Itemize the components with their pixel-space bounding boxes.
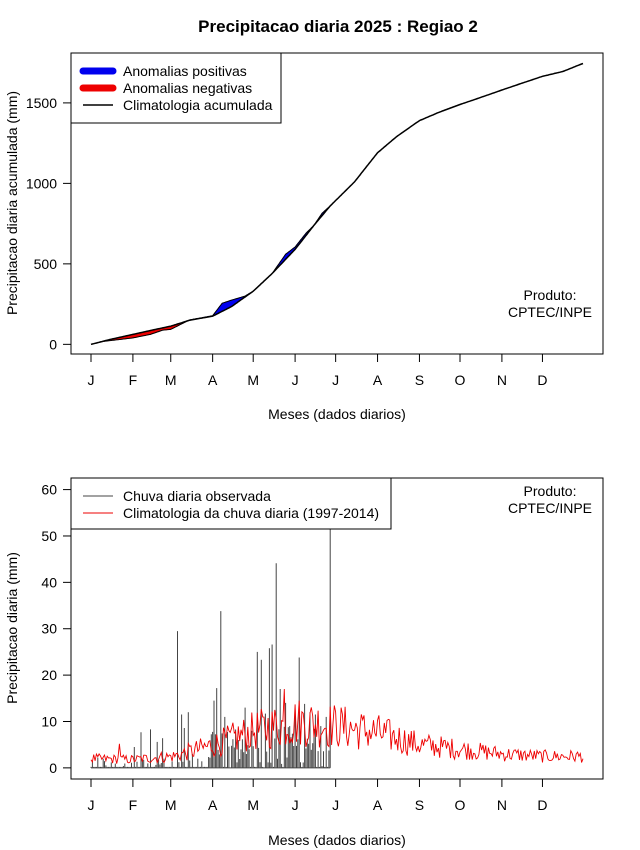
daily-y-axis: 0 10 20 30 40 50 60 [41, 482, 72, 776]
x-tick-label: J [332, 797, 339, 813]
legend-label-negative: Anomalias negativas [123, 80, 252, 96]
x-tick-label: M [165, 372, 177, 388]
accumulated-product-source: CPTEC/INPE [508, 304, 592, 320]
x-tick-label: J [88, 372, 95, 388]
accumulated-y-label: Precipitacao diaria acumulada (mm) [4, 91, 20, 315]
accumulated-y-axis: 0 500 1000 1500 [26, 95, 72, 352]
x-tick-label: J [292, 372, 299, 388]
daily-climatology-line [90, 688, 584, 764]
y-tick-label: 40 [41, 574, 57, 590]
x-tick-label: S [415, 372, 424, 388]
x-tick-label: D [537, 797, 547, 813]
y-tick-label: 60 [41, 482, 57, 498]
daily-legend: Chuva diaria observada Climatologia da c… [70, 477, 392, 530]
daily-climatology [90, 688, 584, 764]
x-tick-label: O [455, 797, 466, 813]
legend-label-observed: Chuva diaria observada [123, 488, 271, 504]
chart-title: Precipitacao diaria 2025 : Regiao 2 [198, 17, 478, 36]
x-tick-label: J [292, 797, 299, 813]
daily-y-label: Precipitacao diaria (mm) [4, 552, 20, 704]
y-tick-label: 10 [41, 713, 57, 729]
x-tick-label: N [497, 797, 507, 813]
x-tick-label: D [537, 372, 547, 388]
legend-label-clim-daily: Climatologia da chuva diaria (1997-2014) [123, 505, 379, 521]
observed-rain-bars [90, 526, 331, 769]
accumulated-legend-box [70, 52, 282, 124]
x-tick-label: A [373, 372, 383, 388]
y-tick-label: 30 [41, 621, 57, 637]
x-tick-label: O [455, 372, 466, 388]
observed-accumulated-line [90, 205, 331, 345]
daily-panel: J F M A M J J A S O N D 0 10 20 30 40 50 60 Meses (dados … [4, 477, 604, 848]
x-tick-label: A [208, 797, 218, 813]
x-tick-label: M [247, 797, 259, 813]
daily-product-label: Produto: [524, 483, 577, 499]
anomaly-fills [90, 205, 331, 345]
x-tick-label: A [208, 372, 218, 388]
x-tick-label: A [373, 797, 383, 813]
accumulated-lines [90, 62, 584, 346]
x-tick-label: F [129, 797, 138, 813]
legend-label-positive: Anomalias positivas [123, 63, 247, 79]
y-tick-label: 0 [49, 760, 57, 776]
accumulated-x-label: Meses (dados diarios) [268, 406, 406, 422]
x-tick-label: S [415, 797, 424, 813]
x-tick-label: M [165, 797, 177, 813]
x-tick-label: F [129, 372, 138, 388]
daily-legend-box [70, 477, 392, 530]
daily-x-label: Meses (dados diarios) [268, 832, 406, 848]
x-tick-label: M [247, 372, 259, 388]
x-tick-label: J [88, 797, 95, 813]
x-tick-label: N [497, 372, 507, 388]
accumulated-legend: Anomalias positivas Anomalias negativas … [70, 52, 282, 124]
y-tick-label: 1000 [26, 175, 57, 191]
y-tick-label: 50 [41, 528, 57, 544]
y-tick-label: 20 [41, 667, 57, 683]
y-tick-label: 1500 [26, 95, 57, 111]
y-tick-label: 0 [49, 336, 57, 352]
accumulated-product-label: Produto: [524, 287, 577, 303]
legend-label-climatology: Climatologia acumulada [123, 97, 273, 113]
x-tick-label: J [332, 372, 339, 388]
accumulated-panel: J F M A M J J A S O N D 0 500 1000 1500 Meses (dados d… [4, 52, 604, 422]
daily-product-source: CPTEC/INPE [508, 500, 592, 516]
climatology-accumulated-line [90, 62, 584, 346]
y-tick-label: 500 [34, 256, 58, 272]
